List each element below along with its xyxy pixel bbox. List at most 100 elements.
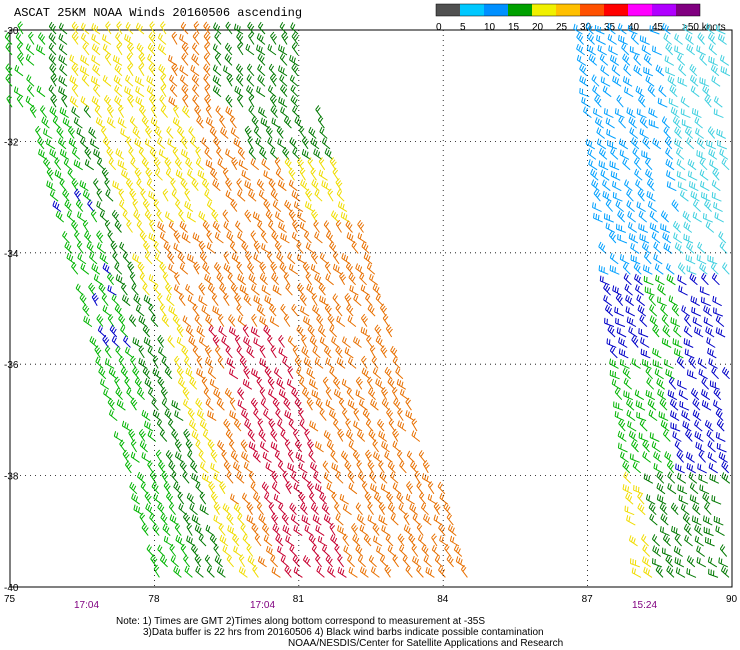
wind-barb [319, 408, 327, 421]
wind-barb [333, 376, 341, 390]
wind-barb [217, 440, 225, 453]
wind-barb [243, 366, 251, 380]
wind-barb [213, 514, 223, 526]
wind-barb [309, 420, 319, 432]
wind-barb [701, 389, 711, 401]
wind-barb [307, 439, 314, 453]
wind-barb [386, 491, 394, 505]
wind-barb [629, 453, 640, 463]
wind-barb [231, 252, 241, 265]
wind-barb [715, 327, 726, 338]
wind-barb [345, 418, 352, 432]
wind-barb [315, 554, 322, 568]
wind-barb [326, 440, 335, 453]
wind-barb [58, 43, 68, 56]
wind-barb [258, 429, 267, 442]
wind-barb [346, 303, 354, 317]
wind-barb [431, 533, 438, 547]
wind-barb [303, 357, 313, 369]
wind-barb [267, 137, 276, 150]
wind-barb [71, 63, 79, 77]
wind-barb [660, 223, 670, 233]
wind-barb [294, 439, 303, 453]
wind-barb [71, 147, 81, 160]
wind-barb [244, 125, 252, 139]
wind-barb [172, 314, 181, 327]
wind-barb [135, 304, 145, 317]
wind-barb [701, 377, 710, 390]
wind-barb [651, 231, 661, 244]
wind-barb [197, 169, 207, 181]
wind-barb [366, 335, 373, 348]
wind-barb [636, 108, 647, 119]
wind-barb [189, 377, 198, 390]
wind-barb [638, 432, 649, 442]
wind-barb [192, 31, 200, 45]
wind-barb [630, 32, 639, 45]
wind-barb [403, 524, 413, 536]
wind-barb [592, 85, 601, 98]
wind-barb [150, 314, 159, 327]
wind-barb [686, 265, 697, 275]
wind-barb [121, 169, 130, 181]
wind-barb [191, 514, 201, 526]
wind-barb [311, 389, 321, 401]
wind-barb [296, 157, 304, 171]
wind-barb [188, 126, 196, 139]
wind-barb [96, 188, 103, 202]
wind-barb [279, 74, 288, 87]
wind-barb [207, 367, 217, 380]
wind-barb [136, 387, 145, 401]
wind-barb [212, 85, 222, 98]
wind-barb [676, 450, 684, 463]
wind-barb [81, 74, 90, 87]
wind-barb [164, 408, 173, 421]
wind-barb [111, 335, 120, 348]
wind-barb [152, 355, 159, 369]
wind-barb [645, 389, 656, 401]
wind-barb [181, 84, 189, 98]
wind-barb [127, 63, 134, 77]
wind-barb [366, 262, 376, 275]
wind-barb [212, 75, 222, 87]
wind-barb [173, 566, 182, 578]
wind-barb [270, 555, 278, 568]
wind-barb [630, 137, 640, 150]
wind-barb [118, 355, 126, 369]
wind-barb [76, 240, 84, 254]
wind-barb [332, 263, 343, 275]
wind-barb [363, 533, 372, 547]
wind-barb [446, 512, 454, 526]
wind-barb [348, 482, 358, 495]
wind-barb [256, 376, 264, 390]
wind-barb [93, 148, 103, 160]
wind-barb [107, 230, 114, 244]
wind-barb [205, 314, 214, 327]
wind-barb [677, 53, 686, 66]
wind-barb [301, 136, 309, 150]
wind-barb [684, 314, 692, 327]
wind-barb [16, 94, 24, 108]
wind-barb [652, 545, 661, 557]
wind-barb [294, 355, 302, 369]
wind-barb [102, 34, 112, 45]
wind-barb [213, 472, 223, 484]
wind-barb [292, 428, 300, 442]
wind-barb [311, 179, 320, 192]
wind-barb [277, 460, 286, 474]
wind-barb [707, 32, 716, 45]
wind-barb [628, 535, 638, 547]
wind-barb [26, 74, 35, 87]
lon-label: 84 [437, 594, 449, 605]
wind-barb [241, 451, 250, 463]
wind-barb [289, 137, 298, 150]
wind-barb [204, 345, 212, 359]
wind-barb [136, 42, 145, 56]
wind-barb [285, 535, 295, 547]
wind-barb [327, 566, 336, 578]
wind-barb [382, 313, 390, 327]
wind-barb [120, 128, 130, 139]
wind-barb [707, 556, 718, 568]
wind-barb [628, 116, 637, 129]
wind-barb [287, 335, 296, 348]
